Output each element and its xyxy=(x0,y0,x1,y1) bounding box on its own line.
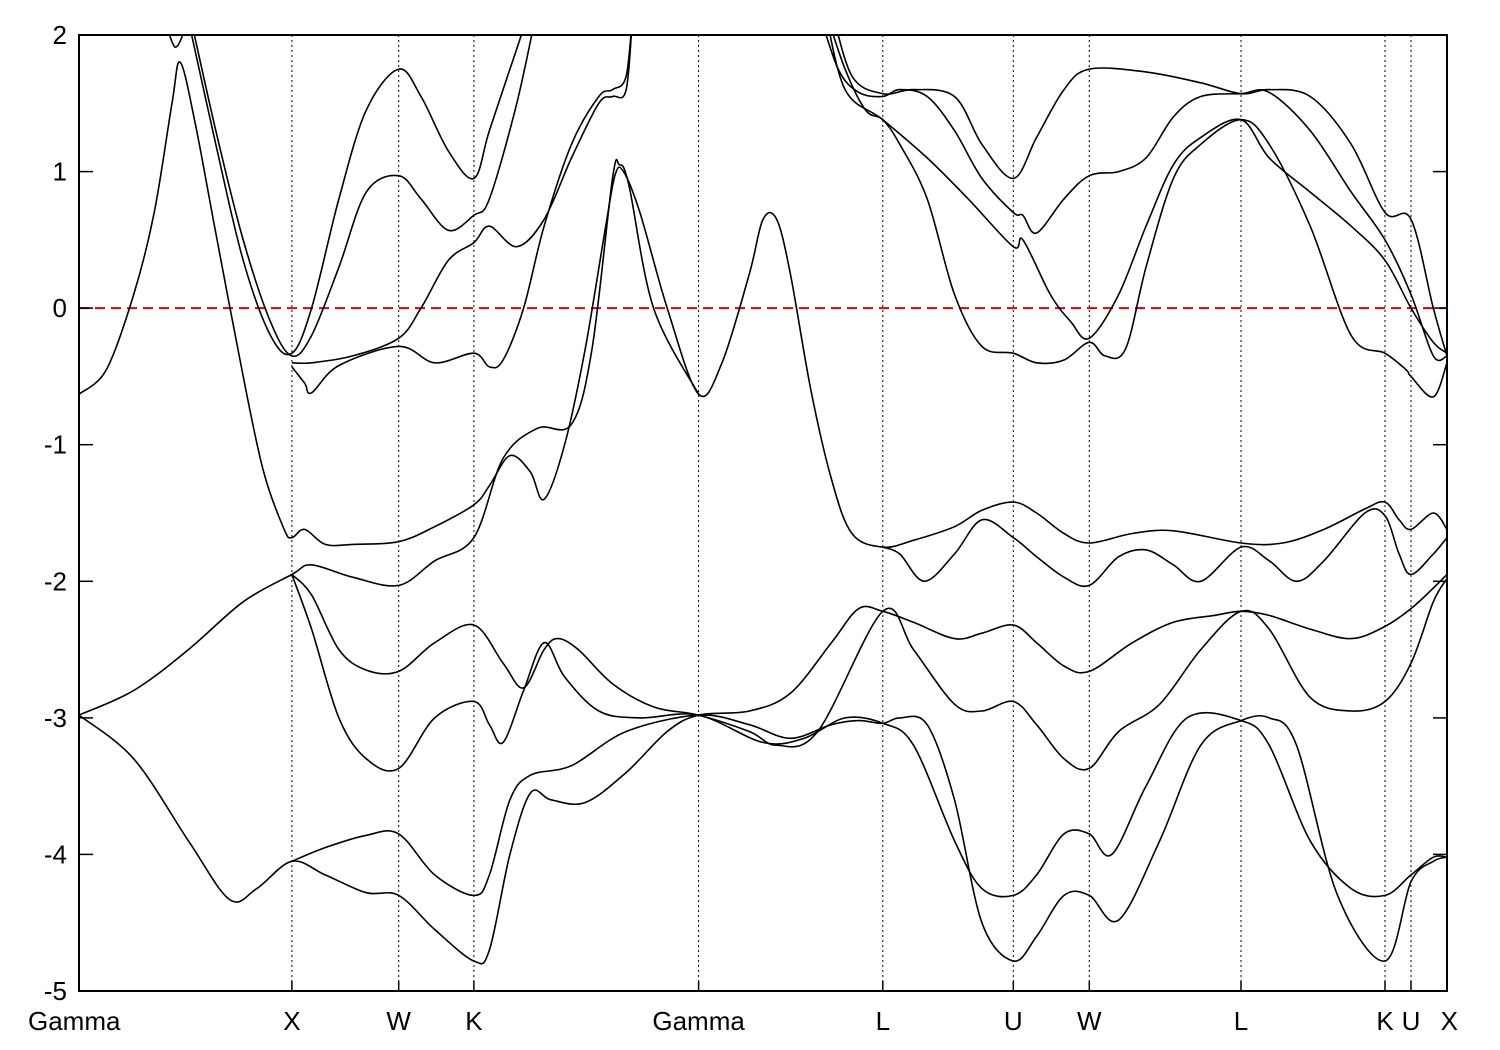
x-tick-label: Gamma xyxy=(652,1006,745,1036)
y-tick-label: -5 xyxy=(44,976,67,1006)
band-line-7 xyxy=(291,714,1447,962)
band-line-13 xyxy=(832,35,1447,398)
band-line-14 xyxy=(829,35,1447,354)
grid-lines xyxy=(291,35,1412,991)
x-tick-label: X xyxy=(1441,1006,1458,1036)
band-line-2 xyxy=(79,158,700,716)
x-tick-label: K xyxy=(465,1006,483,1036)
band-line-8 xyxy=(168,35,184,49)
plot-frame xyxy=(78,34,1448,992)
y-tick-label: -3 xyxy=(44,703,67,733)
band-line-15 xyxy=(825,35,1447,362)
y-axis: -5 -4 -3 -2 -1 0 1 2 xyxy=(44,20,1447,1006)
band-line-6 xyxy=(291,574,1447,898)
y-tick-label: -2 xyxy=(44,566,67,596)
x-tick-label: K xyxy=(1376,1006,1394,1036)
band-line-5 xyxy=(291,573,1447,771)
band-line-4 xyxy=(79,573,1447,965)
x-tick-label: X xyxy=(283,1006,300,1036)
x-tick-label: W xyxy=(386,1006,411,1036)
x-axis: Gamma X W K Gamma L U W L K U X xyxy=(28,981,1458,1036)
band-line-12 xyxy=(291,35,632,395)
band-line-16 xyxy=(837,35,1447,357)
y-tick-label: 0 xyxy=(53,293,67,323)
y-tick-label: 1 xyxy=(53,157,67,187)
x-tick-label: L xyxy=(1234,1006,1248,1036)
y-tick-label: 2 xyxy=(53,20,67,50)
y-tick-label: -4 xyxy=(44,839,67,869)
band-line-9 xyxy=(190,35,523,356)
x-tick-label: U xyxy=(1004,1006,1023,1036)
y-tick-label: -1 xyxy=(44,430,67,460)
band-line-10 xyxy=(193,35,533,358)
band-line-11 xyxy=(291,35,633,365)
x-tick-label: L xyxy=(876,1006,890,1036)
x-tick-label: U xyxy=(1402,1006,1421,1036)
band-line-1 xyxy=(79,61,1447,549)
bands xyxy=(79,35,1447,965)
x-tick-label: W xyxy=(1077,1006,1102,1036)
band-line-3 xyxy=(882,507,1447,588)
x-tick-label: Gamma xyxy=(28,1006,121,1036)
